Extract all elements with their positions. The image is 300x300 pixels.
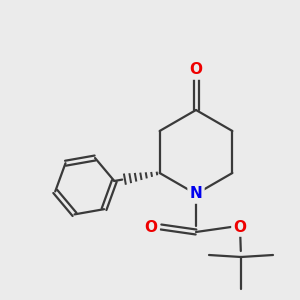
- Text: O: O: [145, 220, 158, 235]
- Text: O: O: [233, 220, 247, 235]
- Text: O: O: [190, 62, 202, 77]
- Text: N: N: [190, 187, 202, 202]
